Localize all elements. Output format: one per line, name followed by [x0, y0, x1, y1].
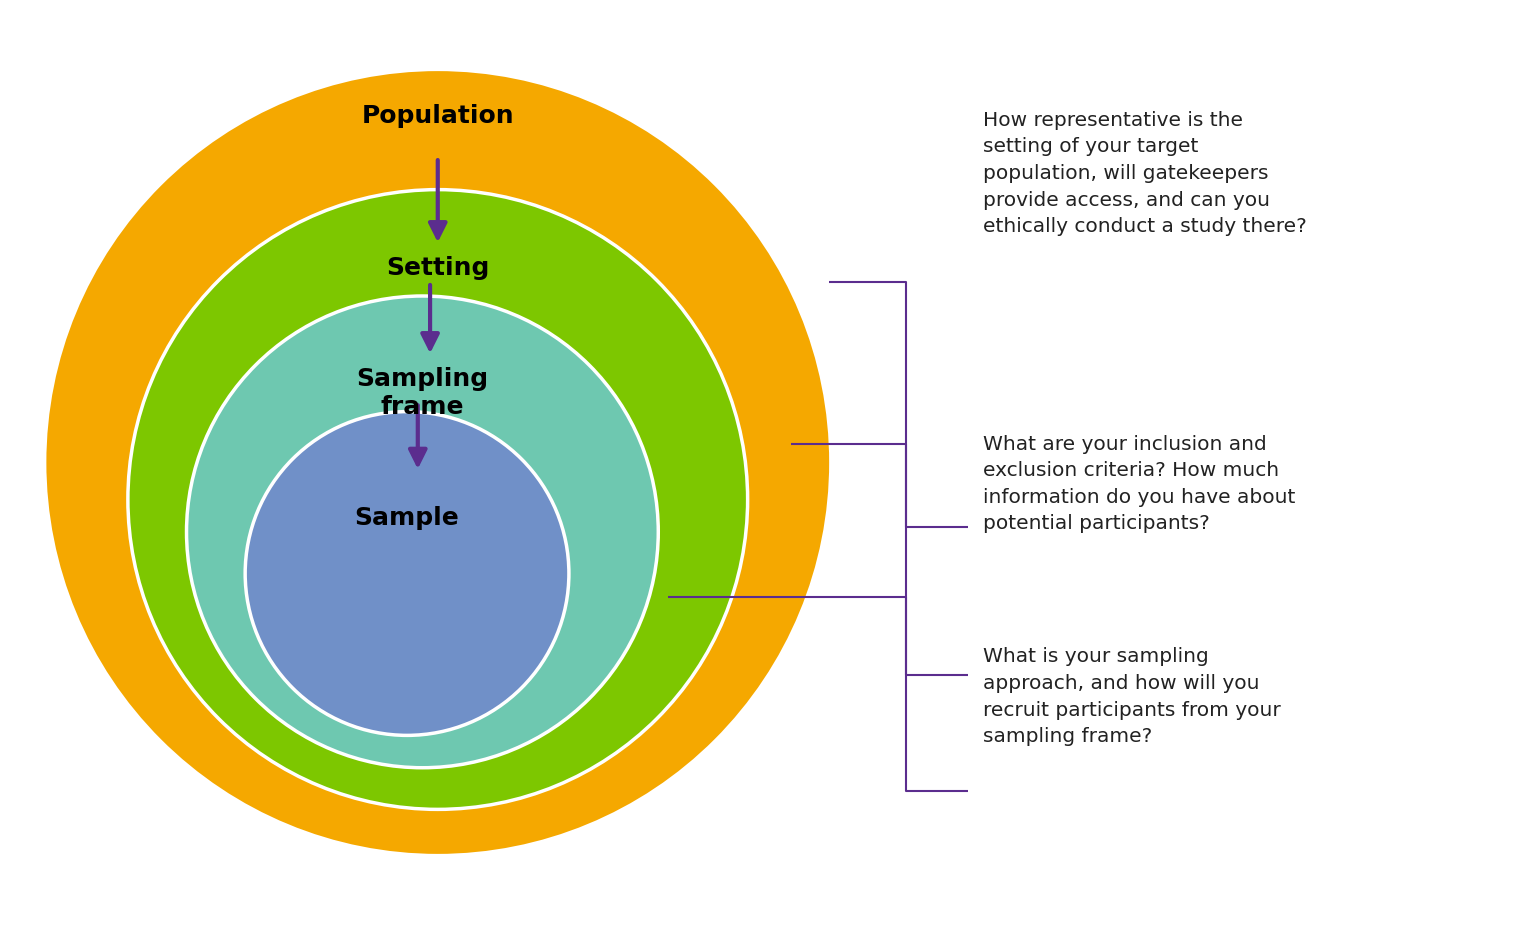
Ellipse shape [45, 69, 831, 856]
Text: Sample: Sample [355, 506, 459, 530]
Ellipse shape [186, 296, 659, 768]
Text: Population: Population [361, 104, 515, 128]
Text: What are your inclusion and
exclusion criteria? How much
information do you have: What are your inclusion and exclusion cr… [983, 435, 1295, 533]
Text: Setting: Setting [386, 256, 490, 280]
Ellipse shape [246, 412, 568, 735]
Text: Sampling
frame: Sampling frame [356, 367, 488, 419]
Text: What is your sampling
approach, and how will you
recruit participants from your
: What is your sampling approach, and how … [983, 648, 1281, 746]
Text: How representative is the
setting of your target
population, will gatekeepers
pr: How representative is the setting of you… [983, 111, 1307, 236]
Ellipse shape [127, 190, 748, 809]
